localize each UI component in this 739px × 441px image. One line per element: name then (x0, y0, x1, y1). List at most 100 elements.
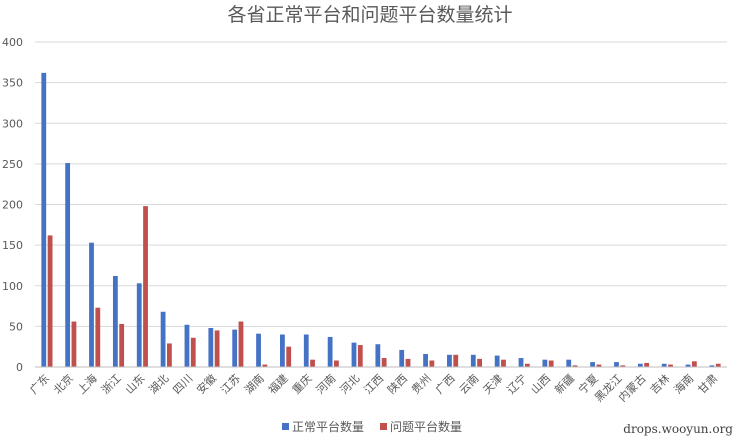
x-tick-label: 重庆 (289, 371, 314, 396)
bar-problem-云南 (477, 358, 482, 367)
x-tick-label: 云南 (457, 372, 482, 397)
x-tick-label: 河北 (338, 372, 363, 397)
x-tick-label: 湖北 (147, 372, 172, 397)
x-axis-labels: 广东 北京 上海 浙江 山东 湖北 四川 安徽 江苏 湖南 福建 重庆 河南 河北 江西 陕西 贵州 广西 云南 天津… (27, 371, 720, 404)
bar-normal-重庆 (303, 334, 309, 367)
bar-normal-辽宁 (518, 358, 524, 367)
bar-problem-广东 (47, 235, 53, 367)
bar-normal-黑龙江 (614, 362, 619, 367)
x-tick-label: 甘肃 (695, 372, 720, 397)
y-tick-label: 100 (2, 280, 23, 293)
watermark: drops.wooyun.org (623, 422, 733, 436)
bar-problem-福建 (286, 346, 292, 367)
bar-normal-江西 (375, 344, 381, 367)
y-tick-label: 200 (2, 199, 23, 212)
bar-problem-内蒙古 (644, 362, 650, 367)
bar-normal-山东 (136, 283, 142, 367)
x-tick-label: 天津 (481, 372, 506, 397)
legend: 正常平台数量 问题平台数量 (282, 419, 462, 434)
x-tick-label: 湖南 (242, 372, 267, 397)
bar-problem-北京 (71, 321, 77, 367)
x-tick-label: 广西 (433, 372, 458, 397)
x-tick-label: 内蒙古 (615, 371, 648, 404)
y-tick-label: 0 (16, 361, 23, 374)
bar-problem-河北 (357, 345, 363, 367)
y-tick-label: 350 (2, 77, 23, 90)
bar-normal-山西 (542, 359, 548, 367)
bar-normal-安徽 (208, 328, 214, 367)
legend-label: 问题平台数量 (390, 419, 462, 434)
bar-problem-重庆 (310, 359, 315, 367)
gridlines (35, 41, 727, 327)
bar-problem-宁夏 (596, 364, 602, 367)
bar-normal-宁夏 (590, 362, 596, 367)
x-tick-label: 贵州 (409, 372, 434, 397)
bar-normal-四川 (184, 324, 190, 367)
x-tick-label: 河南 (314, 372, 339, 397)
bar-problem-山西 (548, 360, 554, 367)
bar-problem-吉林 (668, 364, 673, 367)
y-tick-label: 50 (9, 320, 23, 333)
bar-normal-广西 (447, 354, 452, 367)
bar-problem-甘肃 (715, 363, 721, 367)
bar-normal-吉林 (661, 363, 667, 367)
bar-problem-天津 (501, 359, 506, 367)
bar-problem-河南 (334, 360, 339, 367)
x-tick-label: 辽宁 (504, 371, 529, 396)
bar-problem-黑龙江 (620, 365, 626, 367)
y-tick-label: 150 (2, 239, 23, 252)
legend-swatch (282, 423, 289, 430)
x-tick-label: 吉林 (647, 371, 672, 396)
bar-normal-新疆 (566, 359, 572, 367)
bar-problem-广西 (453, 354, 459, 367)
chart-title: 各省正常平台和问题平台数量统计 (227, 4, 512, 26)
x-tick-label: 福建 (265, 371, 290, 396)
x-tick-label: 北京 (50, 371, 75, 396)
x-tick-label: 新疆 (552, 371, 577, 396)
x-tick-label: 山西 (528, 372, 553, 397)
bar-normal-天津 (494, 355, 500, 367)
x-tick-label: 江西 (361, 372, 386, 397)
bar-problem-江苏 (238, 321, 244, 367)
x-tick-label: 上海 (74, 371, 99, 396)
bar-problem-陕西 (405, 358, 411, 367)
bar-problem-四川 (190, 337, 196, 367)
bar-normal-内蒙古 (637, 363, 643, 367)
bar-problem-海南 (691, 361, 697, 367)
bar-normal-甘肃 (709, 365, 715, 367)
x-tick-label: 陕西 (385, 371, 410, 396)
bar-problem-山东 (143, 206, 148, 367)
bar-normal-广东 (41, 72, 47, 367)
bar-normal-北京 (65, 163, 71, 367)
bar-normal-贵州 (423, 354, 428, 367)
bar-normal-湖南 (256, 333, 261, 367)
x-tick-label: 海南 (671, 371, 696, 396)
y-axis-ticks: 0 50 100 150 200 250 300 350 400 (2, 36, 23, 374)
bar-problem-辽宁 (524, 363, 530, 367)
y-tick-label: 250 (2, 158, 23, 171)
legend-swatch (380, 423, 387, 430)
bar-normal-河北 (351, 342, 357, 367)
bars (41, 72, 721, 367)
y-tick-label: 300 (2, 117, 23, 130)
bar-normal-江苏 (232, 329, 238, 367)
x-tick-label: 浙江 (99, 372, 124, 397)
bar-normal-福建 (280, 334, 285, 367)
y-tick-label: 400 (2, 36, 23, 49)
x-tick-label: 广东 (27, 372, 52, 397)
bar-problem-江西 (381, 358, 387, 367)
bar-problem-湖北 (166, 343, 172, 367)
x-tick-label: 山东 (123, 372, 148, 397)
bar-normal-浙江 (112, 276, 118, 367)
legend-label: 正常平台数量 (292, 419, 364, 434)
bar-normal-海南 (685, 364, 691, 367)
bar-normal-上海 (89, 242, 94, 367)
bar-normal-湖北 (160, 311, 166, 367)
x-tick-label: 江苏 (218, 372, 243, 397)
bar-normal-陕西 (399, 349, 405, 367)
bar-problem-安徽 (214, 330, 220, 367)
x-tick-label: 四川 (170, 372, 195, 397)
bar-problem-新疆 (572, 365, 578, 367)
bar-problem-上海 (95, 307, 101, 367)
